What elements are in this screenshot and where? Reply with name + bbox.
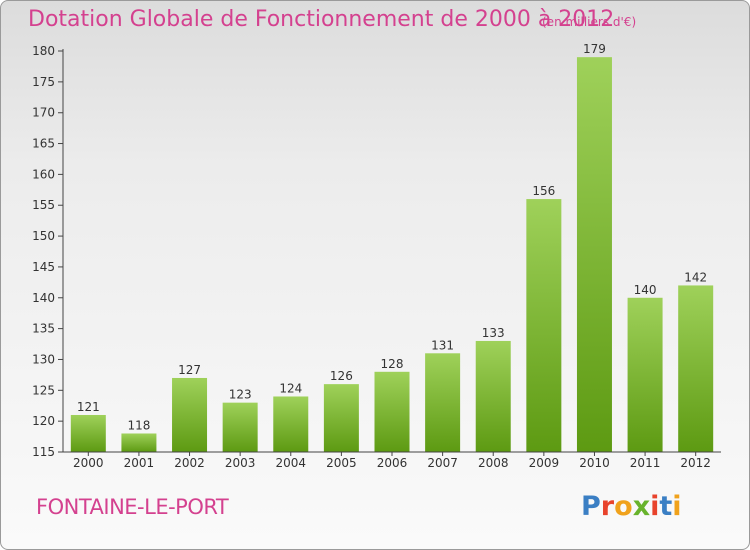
y-tick-label: 125: [32, 383, 55, 397]
x-tick-label: 2012: [680, 456, 711, 470]
bar-2009: [526, 199, 562, 452]
bar-value-label: 179: [583, 42, 606, 56]
logo-letter: P: [581, 491, 601, 522]
y-tick-label: 165: [32, 137, 55, 151]
bar-value-label: 123: [229, 388, 252, 402]
logo-letter: x: [632, 491, 651, 522]
bar-value-label: 124: [279, 381, 302, 395]
bar-2000: [70, 414, 106, 452]
bar-value-label: 156: [532, 184, 555, 198]
bar-2008: [475, 340, 511, 452]
x-tick-label: 2011: [630, 456, 661, 470]
logo-letter: i: [650, 491, 660, 522]
bar-2011: [627, 297, 663, 452]
logo-letter: t: [659, 491, 673, 522]
chart-title: Dotation Globale de Fonctionnement de 20…: [28, 7, 615, 32]
y-axis: 115 120 125 130 135 140 145 150 155 160 165 170 175 1…: [32, 44, 64, 459]
y-tick-label: 140: [32, 291, 55, 305]
bar-value-label: 118: [127, 418, 150, 432]
x-tick-label: 2003: [225, 456, 256, 470]
x-tick-label: 2004: [275, 456, 306, 470]
proxiti-logo[interactable]: Proxiti: [581, 491, 682, 522]
bar-2007: [425, 353, 461, 452]
y-tick-label: 130: [32, 352, 55, 366]
bar-value-label: 126: [330, 369, 353, 383]
logo-letter: i: [672, 491, 682, 522]
x-tick-label: 2001: [124, 456, 155, 470]
y-tick-label: 155: [32, 198, 55, 212]
bar-value-label: 140: [634, 283, 657, 297]
y-tick-label: 150: [32, 229, 55, 243]
bar-2006: [374, 371, 410, 452]
bars: 121 118 127 123 124 126 128 131 133 156 179 140 142: [70, 42, 714, 453]
bar-value-label: 131: [431, 338, 454, 352]
bar-2012: [678, 285, 714, 452]
bar-2010: [576, 57, 612, 453]
logo-letter: r: [600, 491, 615, 522]
x-tick-label: 2006: [377, 456, 408, 470]
x-tick-label: 2007: [427, 456, 458, 470]
x-tick-label: 2008: [478, 456, 509, 470]
bar-value-label: 121: [77, 400, 100, 414]
x-tick-label: 2010: [579, 456, 610, 470]
bar-value-label: 127: [178, 363, 201, 377]
bar-2005: [323, 384, 359, 452]
bar-2004: [273, 396, 309, 452]
y-tick-label: 180: [32, 44, 55, 58]
x-tick-label: 2009: [529, 456, 560, 470]
y-tick-label: 170: [32, 106, 55, 120]
logo-letter: o: [614, 491, 633, 522]
bar-2002: [172, 377, 208, 452]
y-tick-label: 115: [32, 445, 55, 459]
x-tick-label: 2000: [73, 456, 104, 470]
y-tick-label: 145: [32, 260, 55, 274]
x-tick-label: 2002: [174, 456, 205, 470]
bar-value-label: 142: [684, 270, 707, 284]
x-tick-label: 2005: [326, 456, 357, 470]
x-axis: 2000 2001 2002 2003 2004 2005 2006 2007 2008 2009…: [63, 451, 721, 470]
y-tick-label: 175: [32, 75, 55, 89]
city-name: FONTAINE-LE-PORT: [36, 495, 229, 519]
bar-2001: [121, 433, 157, 452]
bar-value-label: 128: [381, 357, 404, 371]
bar-2003: [222, 402, 258, 452]
y-tick-label: 160: [32, 167, 55, 181]
y-tick-label: 120: [32, 414, 55, 428]
bar-value-label: 133: [482, 326, 505, 340]
y-tick-label: 135: [32, 322, 55, 336]
unit-note: (en milliers d'€): [542, 15, 637, 29]
